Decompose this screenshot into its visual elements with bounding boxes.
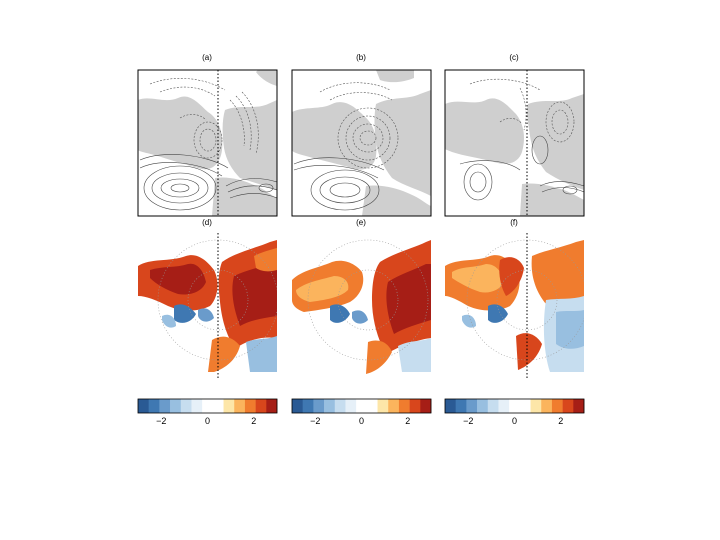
panel-c-map <box>445 70 584 216</box>
colorbar-2-segment <box>377 399 389 413</box>
colorbar-1-segment <box>138 399 149 413</box>
colorbar-3-tick-label: −2 <box>463 416 473 426</box>
colorbar-2-tick-label: 0 <box>359 416 364 426</box>
colorbar-1-tick-label: 2 <box>251 416 256 426</box>
colorbar-1-frame <box>137 398 278 414</box>
colorbar-3-segment <box>551 399 563 413</box>
colorbar-2-segment <box>420 399 432 413</box>
colorbar-2-segment <box>409 399 421 413</box>
colorbar-2-segment <box>292 399 303 413</box>
colorbar-2-segment <box>324 399 336 413</box>
panel-d-label: (d) <box>202 218 212 227</box>
colorbar-2-segment <box>302 399 314 413</box>
colorbar-1-segment <box>148 399 160 413</box>
panel-f-map <box>445 233 584 379</box>
colorbar-3-segment <box>530 399 542 413</box>
colorbar-3-tick-label: 2 <box>558 416 563 426</box>
colorbar-2-frame <box>291 398 432 414</box>
colorbar-2-tick-label: −2 <box>310 416 320 426</box>
colorbar-3-segment <box>573 399 585 413</box>
colorbar-3-segment <box>455 399 467 413</box>
colorbar-2-segment <box>313 399 325 413</box>
colorbar-3-segment <box>445 399 456 413</box>
panel-c-frame <box>444 69 585 217</box>
colorbar-1-segment <box>180 399 192 413</box>
panel-e-label: (e) <box>356 218 366 227</box>
panel-a-frame <box>137 69 278 217</box>
colorbar-1-segment <box>202 399 214 413</box>
panel-a-map <box>138 70 277 216</box>
colorbar-3-segment <box>498 399 510 413</box>
panel-f-label: (f) <box>510 218 518 227</box>
colorbar-1-segment <box>234 399 246 413</box>
colorbar-1-tick-label: −2 <box>156 416 166 426</box>
colorbar-2-segment <box>388 399 400 413</box>
colorbar-3-segment <box>487 399 499 413</box>
panel-b-frame <box>291 69 432 217</box>
colorbar-2: −2 0 2 <box>291 398 432 426</box>
colorbar-3-segment <box>519 399 531 413</box>
panel-c-label: (c) <box>509 53 519 62</box>
colorbar-3-segment <box>541 399 553 413</box>
colorbar-3-segment <box>466 399 478 413</box>
colorbar-3-segment <box>509 399 521 413</box>
panel-d-map <box>138 233 277 379</box>
colorbar-1-segment <box>212 399 224 413</box>
colorbar-1: −2 0 2 <box>137 398 278 426</box>
panel-b-label: (b) <box>356 53 366 62</box>
colorbar-1-segment <box>159 399 171 413</box>
colorbar-2-segment <box>334 399 346 413</box>
colorbar-2-segment <box>398 399 410 413</box>
colorbar-2-segment <box>356 399 368 413</box>
colorbar-1-segment <box>255 399 267 413</box>
panel-b-map <box>292 70 431 216</box>
panel-e-map <box>292 233 431 379</box>
colorbar-1-tick-label: 0 <box>205 416 210 426</box>
colorbar-2-tick-label: 2 <box>405 416 410 426</box>
colorbar-1-segment <box>266 399 278 413</box>
colorbar-3-tick-label: 0 <box>512 416 517 426</box>
colorbar-3-segment <box>562 399 574 413</box>
colorbar-1-segment <box>244 399 256 413</box>
colorbar-1-segment <box>170 399 182 413</box>
colorbar-1-segment <box>223 399 235 413</box>
colorbar-3-segment <box>477 399 489 413</box>
colorbar-2-segment <box>345 399 357 413</box>
colorbar-1-segment <box>191 399 203 413</box>
colorbar-3-frame <box>444 398 585 414</box>
colorbar-2-segment <box>366 399 378 413</box>
panel-a-label: (a) <box>202 53 212 62</box>
colorbar-3: −2 0 2 <box>444 398 585 426</box>
